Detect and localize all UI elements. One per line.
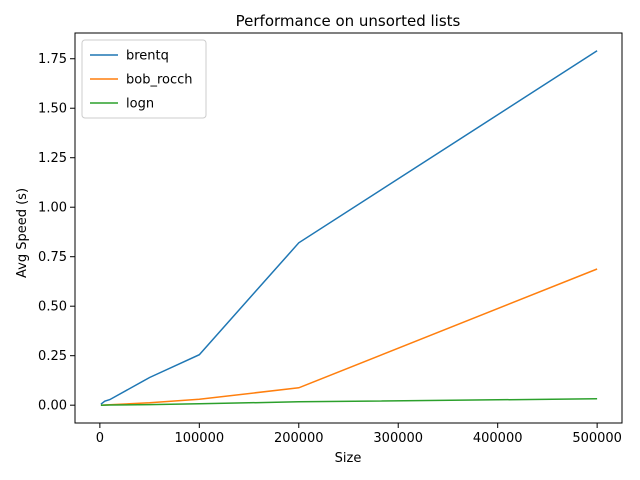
y-tick-label: 0.00: [38, 399, 67, 414]
axis-ticks: 0 100000 200000 300000 400000 500000 0.00 0.25 0…: [38, 52, 622, 446]
y-tick-label: 0.50: [38, 300, 67, 315]
x-axis-label: Size: [335, 451, 362, 466]
series-line-logn: [100, 398, 598, 406]
plot-area-frame: [74, 32, 623, 424]
chart-title: Performance on unsorted lists: [236, 12, 461, 30]
y-tick-label: 1.75: [38, 52, 67, 67]
y-tick-label: 1.25: [38, 151, 67, 166]
y-axis-label: Avg Speed (s): [15, 188, 30, 278]
series-lines: [100, 50, 598, 406]
series-line-bob-rocch: [100, 268, 598, 406]
x-tick-label: 500000: [572, 431, 622, 446]
legend-label: bob_rocch: [126, 73, 193, 88]
x-tick-label: 200000: [274, 431, 324, 446]
y-tick-label: 1.50: [38, 102, 67, 117]
y-tick-label: 0.25: [38, 349, 67, 364]
x-tick-label: 0: [96, 431, 104, 446]
legend-box: [81, 39, 207, 119]
y-tick-label: 1.00: [38, 201, 67, 216]
legend-label: brentq: [126, 49, 169, 64]
x-tick-label: 300000: [373, 431, 423, 446]
legend-label: logn: [126, 97, 154, 112]
y-tick-label: 0.75: [38, 250, 67, 265]
x-tick-label: 400000: [473, 431, 523, 446]
x-tick-label: 100000: [174, 431, 224, 446]
series-line-brentq: [100, 50, 598, 405]
